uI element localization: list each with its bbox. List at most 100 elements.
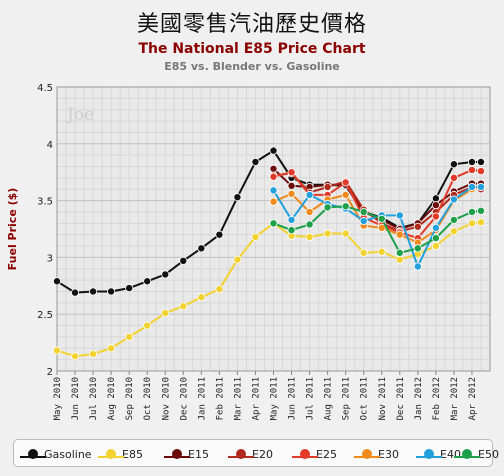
data-point-gasoline [143,277,152,286]
data-point-e25 [287,168,296,177]
data-point-e85 [143,321,152,330]
legend-item-e25[interactable]: E25 [292,446,337,462]
x-tick-label: Oct 2010 [143,377,153,420]
legend-item-e50[interactable]: E50 [454,446,499,462]
x-tick-label: Jul 2010 [89,377,99,420]
x-tick-label: Sep 2011 [342,377,352,420]
data-point-e50 [431,234,440,243]
legend-label: E15 [188,447,209,461]
data-point-e30 [341,190,350,199]
x-tick-label: Jun 2011 [288,377,298,420]
data-point-e85 [125,332,134,341]
y-tick-label: 4 [47,140,53,151]
legend-label: E30 [378,447,399,461]
x-tick-label: Apr 2012 [468,377,478,420]
x-tick-label: May 2011 [270,377,280,420]
x-tick-label: Jan 2011 [197,377,207,420]
data-point-e25 [269,172,278,181]
y-tick-label: 3.5 [37,197,53,208]
data-point-e40 [359,217,368,226]
x-tick-label: Jul 2011 [306,377,316,420]
legend-item-e30[interactable]: E30 [354,446,399,462]
data-point-e85 [161,309,170,318]
y-tick-label: 4.5 [37,83,53,94]
data-point-e50 [269,219,278,228]
legend-item-e40[interactable]: E40 [416,446,461,462]
data-point-e30 [377,223,386,232]
data-point-gasoline [71,288,80,297]
legend-label: E85 [122,447,143,461]
data-point-e85 [305,232,314,241]
data-point-e40 [305,190,314,199]
legend-dot [172,449,182,459]
x-tick-label: Nov 2011 [378,377,388,420]
x-tick-label: Aug 2011 [324,377,334,420]
data-point-e85 [323,229,332,238]
data-point-e85 [107,344,116,353]
legend-marker [164,449,190,459]
data-point-gasoline [233,193,242,202]
y-tick-label: 3 [47,253,53,264]
legend-label: Gasoline [44,447,92,461]
data-point-e50 [476,206,485,215]
data-point-e15 [431,201,440,210]
data-point-e50 [341,202,350,211]
data-point-e40 [395,211,404,220]
data-point-gasoline [89,287,98,296]
legend-item-e85[interactable]: E85 [98,446,143,462]
data-point-e85 [53,346,62,355]
legend-marker [228,449,254,459]
data-point-e85 [449,227,458,236]
data-point-e50 [467,207,476,216]
data-point-e15 [287,181,296,190]
x-tick-label: Dec 2011 [396,377,406,420]
data-point-e85 [233,255,242,264]
legend-item-e15[interactable]: E15 [164,446,209,462]
x-tick-label: Apr 2011 [251,377,261,420]
legend-label: E20 [252,447,273,461]
data-point-e85 [359,248,368,257]
chart-subtitle: E85 vs. Blender vs. Gasoline [164,60,340,73]
legend-item-e20[interactable]: E20 [228,446,273,462]
data-point-e20 [323,182,332,191]
data-point-e85 [251,232,260,241]
y-tick-label: 2 [47,367,53,378]
x-tick-label: Mar 2012 [450,377,460,420]
x-tick-label: Feb 2012 [432,377,442,420]
legend-dot [462,449,472,459]
data-point-e30 [269,197,278,206]
data-point-e85 [377,247,386,256]
y-axis-label: Fuel Price ($) [6,188,19,271]
data-point-gasoline [179,256,188,265]
data-point-e85 [341,229,350,238]
data-point-e50 [287,226,296,235]
data-point-gasoline [197,244,206,253]
top-title: 美國零售汽油歷史價格 [136,12,367,37]
x-tick-label: Aug 2010 [107,377,117,420]
data-point-gasoline [467,157,476,166]
data-point-e30 [395,230,404,239]
data-point-e50 [413,244,422,253]
data-point-e85 [197,293,206,302]
data-point-e85 [467,219,476,228]
x-tick-label: Jan 2012 [414,377,424,420]
data-point-gasoline [476,157,485,166]
data-point-gasoline [161,270,170,279]
data-point-e30 [287,189,296,198]
data-point-gasoline [431,194,440,203]
legend-item-gasoline[interactable]: Gasoline [20,446,92,462]
data-point-e50 [305,220,314,229]
chart-title: The National E85 Price Chart [138,41,366,57]
data-point-e40 [413,262,422,271]
data-point-e25 [341,178,350,187]
data-point-e25 [467,165,476,174]
x-tick-label: Dec 2010 [179,377,189,420]
data-point-gasoline [449,160,458,169]
legend-dot [424,449,434,459]
legend-dot [106,449,116,459]
data-point-gasoline [107,287,116,296]
legend-label: E25 [316,447,337,461]
data-point-e50 [395,248,404,257]
data-point-e40 [449,195,458,204]
data-point-e85 [179,302,188,311]
